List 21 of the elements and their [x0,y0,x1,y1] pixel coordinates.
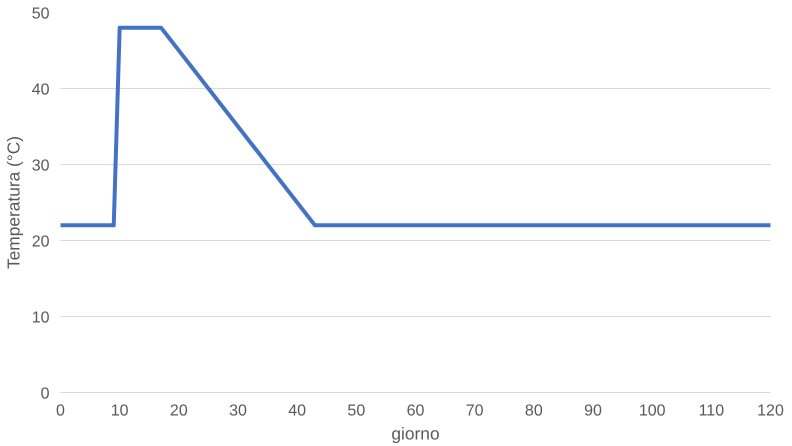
y-tick-label: 50 [32,6,50,22]
x-tick-label: 0 [56,402,66,420]
x-tick-label: 80 [524,402,543,420]
y-tick-label: 10 [32,310,50,326]
x-tick-label: 40 [288,402,306,420]
y-tick-label: 40 [32,82,50,98]
x-tick-label: 70 [466,402,484,420]
x-tick-label: 120 [757,402,784,420]
y-tick-label: 20 [32,234,50,250]
x-tick-label: 100 [638,402,666,420]
x-axis-title: giorno [391,424,440,444]
x-tick-label: 110 [698,402,724,420]
y-tick-label: 0 [40,386,50,402]
x-tick-label: 20 [170,402,188,420]
y-axis-title: Temperatura (°C) [4,136,24,270]
y-tick-label: 30 [32,158,50,174]
x-tick-label: 10 [110,402,129,420]
x-tick-label: 30 [229,402,247,420]
x-tick-label: 90 [584,402,602,420]
x-tick-label: 50 [347,402,366,420]
x-tick-label: 60 [406,402,424,420]
